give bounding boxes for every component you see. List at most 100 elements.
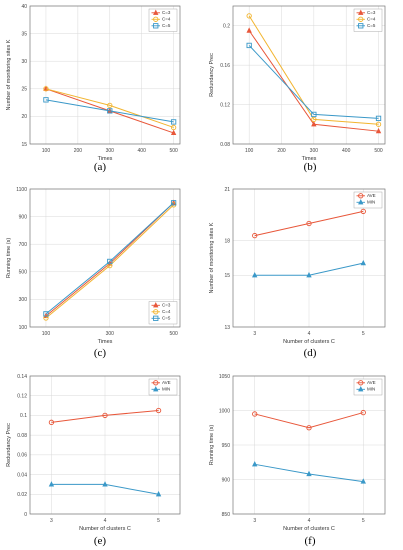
x-tick-label: 300 bbox=[310, 148, 319, 154]
x-tick-label: 200 bbox=[277, 148, 286, 154]
x-axis-label: Number of clusters C bbox=[79, 526, 131, 532]
data-point-C=5 bbox=[170, 119, 177, 125]
y-tick-label: 1100 bbox=[16, 187, 27, 193]
legend-label: MIN bbox=[367, 387, 375, 392]
data-point-AVE bbox=[360, 208, 366, 215]
plot-frame bbox=[232, 5, 386, 145]
y-tick-label: 18 bbox=[224, 239, 230, 245]
data-point-AVE bbox=[252, 232, 258, 239]
y-tick-label: 0.16 bbox=[220, 63, 230, 69]
data-point-MIN bbox=[306, 470, 312, 477]
x-tick-label: 5 bbox=[157, 518, 160, 524]
data-point-C=5 bbox=[170, 200, 177, 206]
data-point-C=5 bbox=[375, 115, 382, 122]
legend-label: C=5 bbox=[162, 23, 171, 28]
legend-marker bbox=[153, 315, 159, 321]
data-point-MIN bbox=[306, 271, 312, 278]
data-point-MIN bbox=[360, 259, 366, 266]
data-point-C=5 bbox=[107, 258, 113, 265]
legend-marker bbox=[358, 9, 364, 15]
legend-marker bbox=[153, 380, 159, 386]
y-tick-label: 900 bbox=[19, 214, 28, 220]
y-tick-label: 40 bbox=[21, 4, 27, 10]
data-point-C=4 bbox=[311, 116, 317, 123]
data-point-C=3 bbox=[311, 121, 317, 127]
plot-frame bbox=[29, 188, 181, 328]
data-point-C=5 bbox=[43, 97, 49, 103]
panel-c: 100 300 500 700 900 1100 100 300 500 Times Running… bbox=[6, 187, 181, 359]
panel-label: (f) bbox=[305, 535, 316, 547]
panel-b: 0.08 0.12 0.16 0.2 100 200 300 400 500 Times Redun… bbox=[209, 5, 386, 173]
legend-marker bbox=[153, 23, 159, 29]
x-axis-label: Times bbox=[302, 156, 317, 162]
series-line-AVE bbox=[254, 412, 364, 429]
x-tick-label: 400 bbox=[342, 148, 351, 154]
y-tick-label: 0.12 bbox=[220, 102, 230, 108]
y-tick-label: 0 bbox=[24, 512, 27, 518]
legend-label: AVE bbox=[162, 380, 171, 385]
x-axis-label: Number of clusters C bbox=[283, 526, 335, 532]
legend-label: C=5 bbox=[367, 23, 376, 28]
y-tick-label: 0.14 bbox=[17, 374, 27, 380]
x-tick-label: 3 bbox=[253, 518, 256, 524]
data-point-C=3 bbox=[246, 27, 252, 33]
data-point-MIN bbox=[102, 481, 108, 487]
y-tick-label: 700 bbox=[19, 242, 28, 248]
plot-frame bbox=[29, 375, 181, 515]
data-point-C=5 bbox=[43, 311, 49, 317]
panel-label: (c) bbox=[94, 347, 107, 359]
x-tick-label: 4 bbox=[104, 518, 107, 524]
data-point-MIN bbox=[360, 478, 366, 484]
data-point-AVE bbox=[155, 407, 162, 414]
plot-frame bbox=[232, 375, 386, 515]
y-tick-label: 0.12 bbox=[17, 394, 27, 400]
data-point-MIN bbox=[252, 271, 258, 278]
legend-marker bbox=[358, 380, 364, 386]
data-point-AVE bbox=[360, 409, 366, 416]
y-tick-label: 0.02 bbox=[17, 492, 27, 498]
x-tick-label: 5 bbox=[362, 518, 365, 524]
data-point-C=4 bbox=[246, 13, 252, 19]
x-axis-label: Number of clusters C bbox=[283, 339, 335, 345]
y-tick-label: 0.06 bbox=[17, 453, 27, 459]
x-tick-label: 100 bbox=[42, 148, 51, 154]
data-point-C=3 bbox=[375, 127, 382, 134]
y-tick-label: 35 bbox=[21, 31, 27, 37]
y-tick-label: 13 bbox=[224, 325, 230, 331]
series-line-C=4 bbox=[45, 204, 174, 319]
legend-marker bbox=[358, 386, 364, 392]
data-point-AVE bbox=[48, 419, 55, 425]
x-axis-label: Times bbox=[98, 156, 113, 162]
data-point-AVE bbox=[306, 220, 312, 227]
legend-label: C=3 bbox=[162, 303, 171, 308]
x-tick-label: 300 bbox=[106, 331, 115, 337]
x-tick-label: 4 bbox=[308, 331, 311, 337]
data-point-MIN bbox=[155, 491, 162, 497]
y-tick-label: 300 bbox=[19, 297, 28, 303]
y-tick-label: 950 bbox=[222, 443, 231, 449]
y-axis-label: Running time (s) bbox=[209, 425, 215, 466]
x-tick-label: 100 bbox=[245, 148, 254, 154]
legend-label: C=4 bbox=[162, 17, 171, 22]
legend-label: C=4 bbox=[162, 309, 171, 314]
data-point-C=4 bbox=[170, 124, 177, 131]
legend-label: C=5 bbox=[162, 316, 171, 321]
y-tick-label: 1000 bbox=[219, 408, 230, 414]
legend-marker bbox=[358, 23, 364, 29]
data-point-AVE bbox=[102, 412, 108, 419]
y-axis-label: Redundancy Prec bbox=[209, 53, 215, 97]
x-tick-label: 4 bbox=[308, 518, 311, 524]
plot-frame bbox=[232, 188, 386, 328]
legend-marker bbox=[358, 199, 364, 205]
legend-label: MIN bbox=[162, 387, 170, 392]
legend-marker bbox=[153, 309, 159, 315]
legend-marker bbox=[153, 302, 159, 308]
data-point-AVE bbox=[306, 425, 312, 431]
legend-marker bbox=[153, 9, 159, 15]
x-tick-label: 500 bbox=[169, 148, 178, 154]
x-tick-label: 3 bbox=[50, 518, 53, 524]
x-tick-label: 400 bbox=[138, 148, 147, 154]
series-line-C=5 bbox=[45, 202, 174, 315]
panel-label: (a) bbox=[94, 161, 107, 173]
